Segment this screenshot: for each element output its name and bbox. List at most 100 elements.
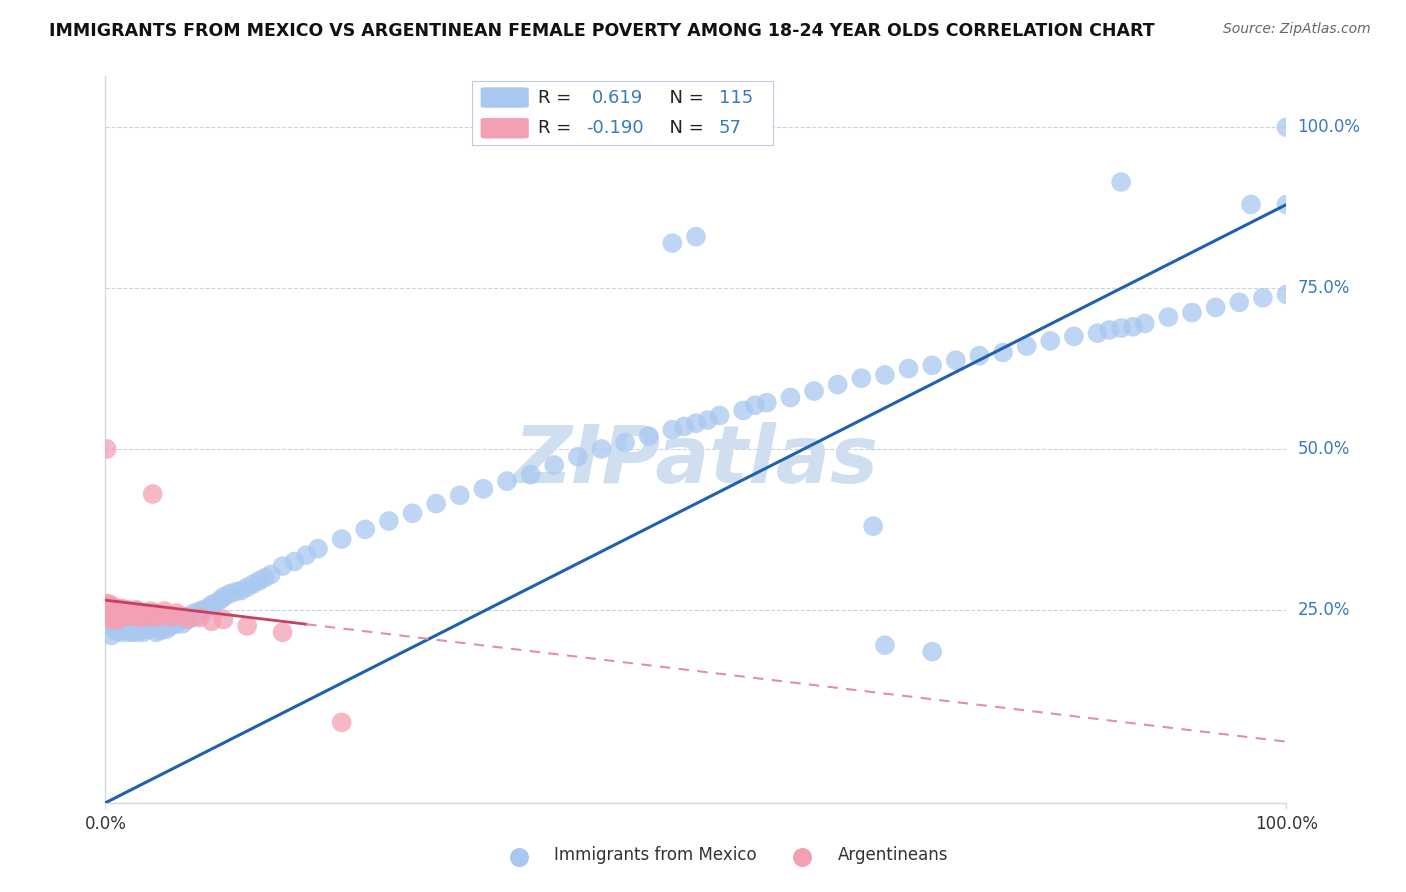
Point <box>1039 334 1062 348</box>
Point <box>105 622 128 636</box>
Point <box>1098 323 1121 337</box>
Point <box>685 229 707 244</box>
Point <box>188 604 211 618</box>
Point <box>127 616 149 631</box>
Point <box>1109 175 1132 189</box>
Point <box>295 548 318 562</box>
Point <box>118 622 141 636</box>
Point <box>112 624 135 638</box>
Point <box>449 488 471 502</box>
Point <box>96 442 118 456</box>
Text: 100.0%: 100.0% <box>1298 119 1361 136</box>
Point <box>120 607 142 622</box>
Point <box>120 619 142 633</box>
Point <box>142 621 165 635</box>
Point <box>153 616 176 631</box>
Point <box>111 621 134 635</box>
Point <box>236 580 259 594</box>
Point <box>156 622 179 636</box>
Point <box>1275 287 1298 301</box>
Point <box>172 616 194 631</box>
Point <box>100 601 122 615</box>
Point <box>673 419 696 434</box>
Point <box>508 812 530 826</box>
Point <box>271 559 294 574</box>
Point <box>862 519 884 533</box>
Point <box>120 606 142 620</box>
Point <box>354 522 377 536</box>
Point <box>103 619 125 633</box>
Point <box>224 584 246 599</box>
Point <box>142 610 165 624</box>
Point <box>1063 329 1085 343</box>
Text: ZIPatlas: ZIPatlas <box>513 422 879 500</box>
Point <box>105 612 128 626</box>
Point <box>118 609 141 624</box>
Point <box>174 612 197 626</box>
Point <box>136 622 159 636</box>
Point <box>114 619 136 633</box>
Point <box>591 442 613 456</box>
Point <box>110 616 132 631</box>
Point <box>177 609 200 624</box>
Point <box>614 435 637 450</box>
Point <box>104 603 127 617</box>
Point <box>145 606 167 620</box>
Point <box>208 593 231 607</box>
Point <box>112 604 135 618</box>
Point <box>193 603 215 617</box>
Point <box>98 599 121 614</box>
Point <box>139 616 162 631</box>
Point <box>139 604 162 618</box>
Point <box>108 625 131 640</box>
Point <box>1157 310 1180 324</box>
Point <box>103 610 125 624</box>
Point <box>247 574 270 588</box>
Point <box>472 482 495 496</box>
Text: 75.0%: 75.0% <box>1298 279 1350 297</box>
Point <box>98 610 121 624</box>
Point <box>218 587 240 601</box>
Point <box>101 599 124 614</box>
Point <box>165 616 187 631</box>
Point <box>96 596 118 610</box>
Point <box>201 598 224 612</box>
Point <box>143 616 166 631</box>
Point <box>125 603 148 617</box>
Point <box>307 541 329 556</box>
Point <box>104 624 127 638</box>
Point <box>125 625 148 640</box>
Point <box>135 609 157 624</box>
Point <box>98 607 121 622</box>
Point <box>187 609 209 624</box>
Point <box>153 604 176 618</box>
Point <box>97 606 120 620</box>
Point <box>183 606 205 620</box>
Point <box>195 601 218 615</box>
Point <box>129 624 152 638</box>
Point <box>128 621 150 635</box>
Text: 50.0%: 50.0% <box>1298 440 1350 458</box>
Point <box>945 353 967 368</box>
Point <box>142 487 165 501</box>
Point <box>121 625 143 640</box>
Point <box>991 345 1014 359</box>
Point <box>1275 197 1298 211</box>
Point <box>378 514 401 528</box>
Point <box>188 610 211 624</box>
Point <box>1251 291 1274 305</box>
Point <box>744 398 766 412</box>
Point <box>162 615 184 630</box>
Point <box>897 361 920 376</box>
Point <box>172 609 194 624</box>
Point <box>1087 326 1109 340</box>
Point <box>167 612 190 626</box>
Point <box>177 612 200 626</box>
Point <box>159 619 181 633</box>
Point <box>873 368 896 382</box>
Point <box>94 609 117 624</box>
Point <box>567 450 589 464</box>
Point <box>803 384 825 398</box>
Point <box>201 615 224 629</box>
Point <box>135 619 157 633</box>
